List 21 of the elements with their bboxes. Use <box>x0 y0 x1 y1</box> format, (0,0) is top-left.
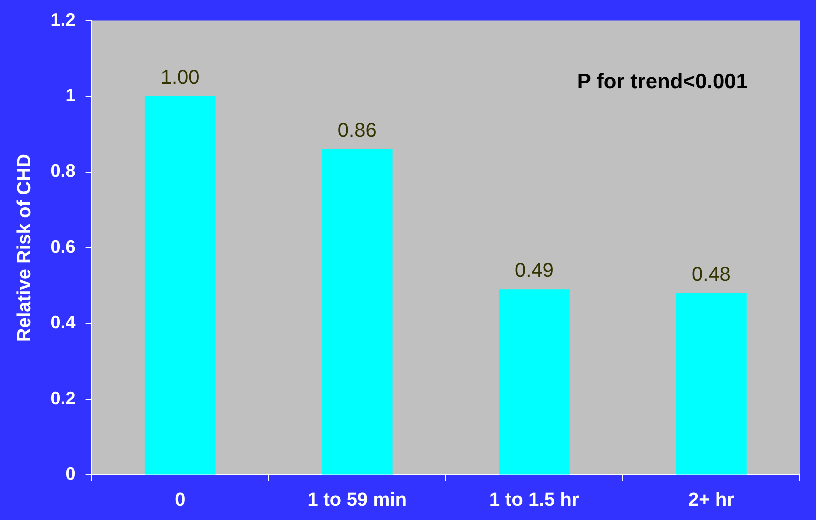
bar <box>144 96 216 475</box>
data-label: 0.49 <box>514 260 554 282</box>
y-tick-label: 1.2 <box>50 10 76 30</box>
data-label: 1.00 <box>160 67 200 90</box>
y-tick-label: 0.8 <box>50 161 76 182</box>
data-label: 0.48 <box>692 264 731 286</box>
y-tick-label: 0.4 <box>50 312 76 333</box>
x-tick-label: 1 to 1.5 hr <box>490 490 580 511</box>
bar <box>499 290 570 475</box>
y-axis-title: Relative Risk of CHD <box>14 154 36 342</box>
x-tick-label: 1 to 59 min <box>308 490 408 511</box>
y-tick-label: 0.6 <box>50 236 76 257</box>
y-tick-label: 1 <box>66 86 76 106</box>
bar <box>322 150 393 475</box>
annotation: P for trend<0.001 <box>577 70 748 94</box>
bar <box>676 293 747 475</box>
x-tick-label: 2+ hr <box>688 490 736 511</box>
data-label: 0.86 <box>338 120 377 142</box>
y-tick-label: 0.2 <box>50 388 76 408</box>
x-tick-label: 0 <box>175 490 186 511</box>
y-tick-label: 0 <box>66 464 76 484</box>
